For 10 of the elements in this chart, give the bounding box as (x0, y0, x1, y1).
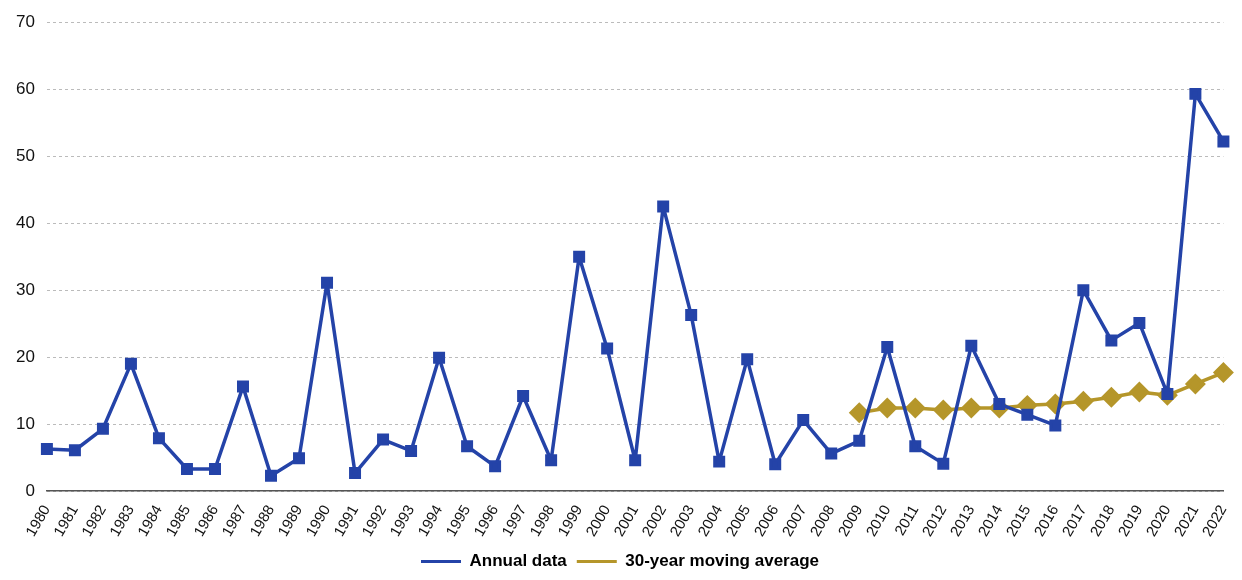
y-tick-label: 20 (15, 346, 35, 366)
legend-label: Annual data (469, 551, 568, 571)
y-tick-label: 60 (15, 78, 35, 98)
legend-label: 30-year moving average (625, 551, 819, 571)
y-tick-label: 70 (15, 11, 35, 31)
y-tick-label: 40 (15, 212, 35, 232)
y-tick-label: 10 (15, 413, 35, 433)
y-tick-label: 30 (15, 279, 35, 299)
y-tick-label: 50 (15, 145, 35, 165)
y-tick-label: 0 (25, 480, 35, 500)
